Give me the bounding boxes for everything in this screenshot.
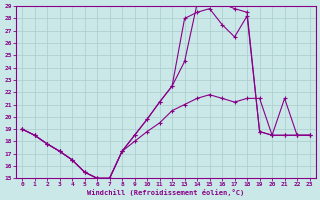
X-axis label: Windchill (Refroidissement éolien,°C): Windchill (Refroidissement éolien,°C) xyxy=(87,189,244,196)
